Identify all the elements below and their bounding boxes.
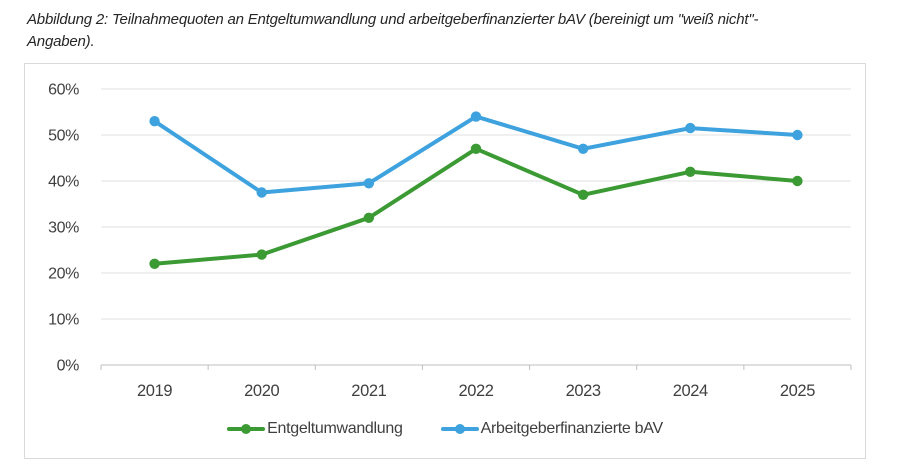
y-axis-label: 60% xyxy=(48,82,79,99)
y-axis-label: 40% xyxy=(48,174,79,191)
data-point-marker xyxy=(792,129,803,141)
data-point-marker xyxy=(577,189,589,200)
legend-line-marker-icon xyxy=(440,423,479,435)
x-axis-label: 2019 xyxy=(137,382,172,400)
y-axis-label: 30% xyxy=(48,220,79,237)
data-point-marker xyxy=(577,143,589,154)
data-point-marker xyxy=(256,249,267,260)
legend-dot-icon xyxy=(241,424,252,434)
x-axis-label: 2024 xyxy=(673,382,708,400)
series-line xyxy=(152,146,800,266)
y-axis-label: 0% xyxy=(57,358,79,375)
chart-legend: Entgeltumwandlung Arbeitgeberfinanzierte … xyxy=(25,420,865,438)
legend-item: Arbeitgeberfinanzierte bAV xyxy=(440,420,664,438)
x-axis-label: 2023 xyxy=(566,382,601,400)
line-chart: 0% 10% 20% 30% 40% 50% 60% 2019 2020 2021 2022 2023… xyxy=(48,82,852,400)
legend-item: Entgeltumwandlung xyxy=(227,420,403,438)
data-point-marker xyxy=(363,212,375,223)
x-axis-label: 2020 xyxy=(244,382,279,400)
y-axis-label: 10% xyxy=(48,312,79,329)
chart-card: 0% 10% 20% 30% 40% 50% 60% 2019 2020 2021 2022 2023… xyxy=(24,63,866,459)
x-axis-label: 2021 xyxy=(351,382,386,400)
legend-label: Entgeltumwandlung xyxy=(267,420,403,437)
data-point-marker xyxy=(149,258,160,269)
data-point-marker xyxy=(363,178,375,189)
legend-line-marker-icon xyxy=(227,423,266,435)
data-point-marker xyxy=(685,166,696,177)
data-point-marker xyxy=(792,175,803,187)
legend-dot-icon xyxy=(454,424,465,434)
x-axis-label: 2025 xyxy=(780,382,815,400)
data-point-marker xyxy=(256,187,267,198)
data-point-marker xyxy=(470,111,482,122)
y-axis-label: 20% xyxy=(48,266,79,283)
data-point-marker xyxy=(685,122,696,134)
data-point-marker xyxy=(470,143,482,154)
legend-label: Arbeitgeberfinanzierte bAV xyxy=(480,420,664,437)
y-axis-label: 50% xyxy=(48,128,79,145)
figure-caption-line1: Abbildung 2: Teilnahmequoten an Entgeltu… xyxy=(27,11,759,28)
data-point-marker xyxy=(149,116,160,127)
figure-caption-line2: Angaben). xyxy=(27,33,95,50)
x-axis-label: 2022 xyxy=(458,382,493,400)
figure-caption: Abbildung 2: Teilnahmequoten an Entgeltu… xyxy=(27,9,867,53)
